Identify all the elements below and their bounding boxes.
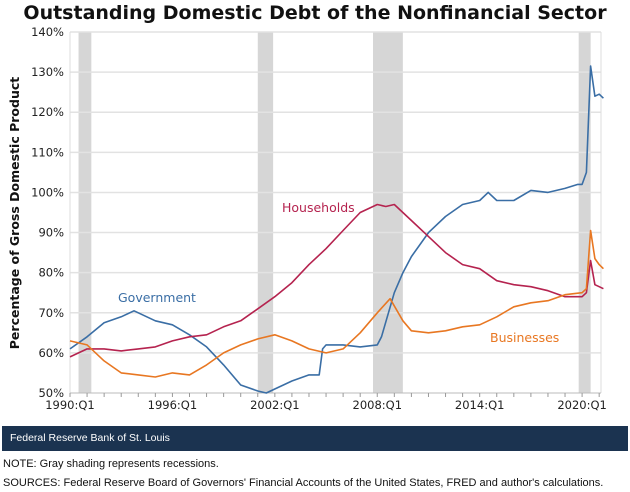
series-label-households: Households (282, 200, 355, 215)
series-line-government (69, 65, 604, 394)
recession-band (257, 32, 274, 393)
y-tick-label: 90% (38, 226, 64, 240)
series-label-businesses: Businesses (490, 330, 559, 345)
y-tick-label: 50% (38, 386, 64, 400)
y-tick-label: 140% (31, 25, 64, 39)
y-tick-label: 60% (38, 346, 64, 360)
y-tick-label: 130% (31, 65, 64, 79)
x-tick-label: 2020:Q1 (557, 398, 607, 412)
y-tick-label: 70% (38, 306, 64, 320)
sources-text: SOURCES: Federal Reserve Board of Govern… (3, 477, 604, 489)
series-line-businesses (69, 229, 604, 378)
x-tick-label: 1990:Q1 (45, 398, 95, 412)
x-tick-label: 2008:Q1 (353, 398, 403, 412)
series-line-households (69, 203, 604, 358)
recession-band (578, 32, 591, 393)
x-tick-label: 1996:Q1 (148, 398, 198, 412)
y-axis-label: Percentage of Gross Domestic Product (7, 77, 22, 349)
recession-band (372, 32, 403, 393)
recession-band (78, 32, 92, 393)
y-tick-label: 110% (31, 145, 64, 159)
line-chart: Outstanding Domestic Debt of the Nonfina… (7, 2, 607, 412)
note-text: NOTE: Gray shading represents recessions… (3, 458, 219, 470)
footer-bar: Federal Reserve Bank of St. Louis (2, 426, 628, 451)
x-tick-label: 2002:Q1 (250, 398, 300, 412)
footer-brand: Federal Reserve Bank of St. Louis (10, 432, 170, 444)
chart-title: Outstanding Domestic Debt of the Nonfina… (23, 2, 607, 24)
y-tick-label: 100% (31, 185, 64, 199)
x-tick-label: 2014:Q1 (455, 398, 505, 412)
series-label-government: Government (118, 290, 196, 305)
y-tick-label: 80% (38, 266, 64, 280)
y-tick-label: 120% (31, 105, 64, 119)
